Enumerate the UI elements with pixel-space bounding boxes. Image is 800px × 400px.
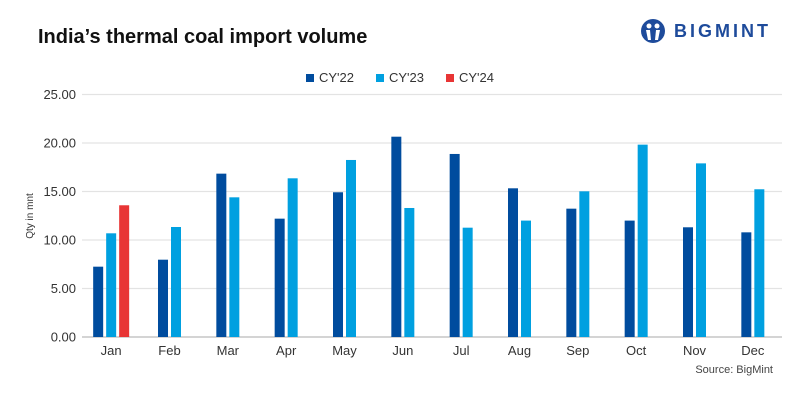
bar-cy22-oct bbox=[624, 220, 635, 337]
bar-cy22-dec bbox=[741, 232, 752, 337]
bar-cy22-jan bbox=[93, 266, 104, 337]
legend: CY'22 CY'23 CY'24 bbox=[0, 70, 800, 85]
bar-cy23-nov bbox=[696, 163, 706, 337]
legend-swatch bbox=[446, 73, 454, 82]
x-tick-label: Sep bbox=[566, 343, 589, 358]
y-tick-label: 5.00 bbox=[51, 281, 76, 296]
bar-cy22-mar bbox=[216, 173, 227, 337]
bar-cy23-jul bbox=[462, 227, 473, 337]
legend-swatch bbox=[375, 73, 384, 82]
bar-cy22-jul bbox=[449, 153, 460, 337]
bar-cy23-aug bbox=[521, 220, 531, 337]
x-tick-label: Aug bbox=[508, 343, 531, 358]
x-tick-label: Feb bbox=[158, 343, 180, 358]
legend-label: CY'24 bbox=[459, 70, 495, 85]
x-tick-label: Mar bbox=[217, 343, 240, 358]
bar-cy22-may bbox=[333, 192, 343, 337]
x-tick-label: Jan bbox=[101, 343, 122, 358]
bar-cy22-sep bbox=[566, 208, 577, 337]
bigmint-logo: BIGMINT bbox=[640, 18, 771, 44]
chart-title: India’s thermal coal import volume bbox=[38, 26, 368, 48]
x-tick-label: Jul bbox=[453, 343, 470, 358]
legend-item: CY'23 bbox=[375, 70, 424, 85]
legend-item: CY'24 bbox=[446, 70, 494, 85]
y-tick-label: 15.00 bbox=[43, 184, 76, 199]
y-tick-label: 20.00 bbox=[43, 136, 76, 151]
legend-label: CY'22 bbox=[318, 70, 354, 85]
legend-label: CY'23 bbox=[388, 70, 424, 85]
bar-cy23-mar bbox=[229, 197, 240, 337]
logo-text: BIGMINT bbox=[674, 20, 771, 41]
y-tick-label: 0.00 bbox=[51, 330, 76, 345]
x-tick-label: Nov bbox=[683, 343, 707, 358]
x-tick-label: Apr bbox=[276, 343, 297, 358]
bigmint-logo-icon bbox=[641, 19, 665, 43]
bar-cy23-jan bbox=[106, 233, 117, 337]
bar-cy23-feb bbox=[171, 227, 181, 337]
bar-cy23-sep bbox=[579, 191, 590, 337]
source-note: Source: BigMint bbox=[695, 364, 773, 376]
legend-item: CY'22 bbox=[305, 70, 354, 85]
bar-cy24-jan bbox=[119, 205, 130, 337]
bar-cy23-dec bbox=[754, 189, 765, 337]
x-tick-label: Jun bbox=[392, 343, 413, 358]
bar-cy22-aug bbox=[508, 188, 518, 337]
bar-cy23-apr bbox=[287, 178, 298, 337]
x-tick-label: Dec bbox=[741, 343, 765, 358]
bar-cy23-oct bbox=[637, 144, 648, 337]
y-axis-label: Qty in mnt bbox=[25, 193, 36, 239]
bar-cy23-may bbox=[346, 159, 356, 337]
bar-cy22-jun bbox=[391, 136, 402, 337]
bar-cy22-nov bbox=[683, 227, 693, 337]
y-tick-label: 25.00 bbox=[43, 87, 76, 102]
bar-cy22-apr bbox=[274, 218, 285, 337]
x-tick-label: Oct bbox=[626, 343, 647, 358]
bar-cy23-jun bbox=[404, 207, 415, 337]
legend-swatch bbox=[305, 73, 314, 82]
y-tick-label: 10.00 bbox=[43, 233, 76, 248]
bar-cy22-feb bbox=[158, 259, 168, 337]
x-tick-label: May bbox=[332, 343, 357, 358]
